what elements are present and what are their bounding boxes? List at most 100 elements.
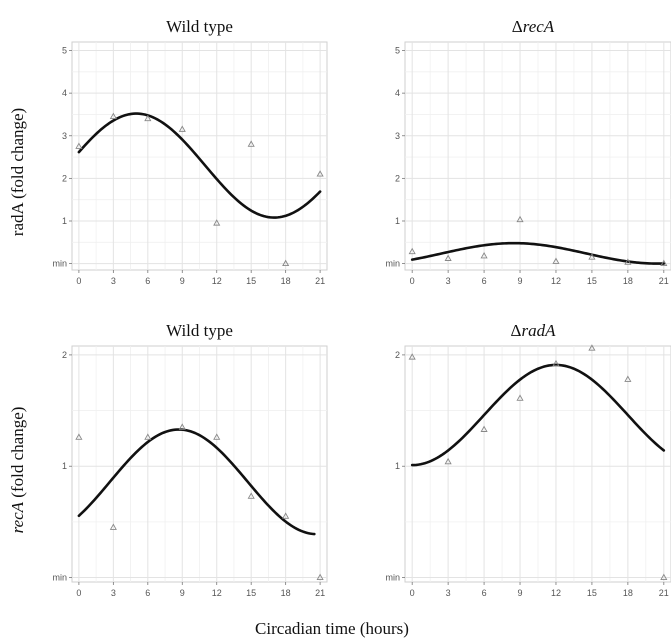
x-tick-label: 6 bbox=[145, 276, 150, 286]
y-tick-label: 2 bbox=[395, 173, 400, 183]
x-tick-label: 9 bbox=[518, 588, 523, 598]
x-axis-title: Circadian time (hours) bbox=[255, 619, 409, 638]
minor-gridlines bbox=[405, 346, 671, 582]
data-point bbox=[444, 254, 452, 261]
data-point bbox=[282, 259, 290, 267]
y-tick-label: 1 bbox=[395, 216, 400, 226]
y-tick-label: 5 bbox=[62, 46, 67, 56]
data-point bbox=[408, 247, 416, 255]
y-tick-label: 1 bbox=[62, 461, 67, 471]
data-point bbox=[588, 253, 596, 260]
x-tick-label: 3 bbox=[111, 588, 116, 598]
y-tick-label: 2 bbox=[62, 173, 67, 183]
data-point bbox=[109, 112, 117, 120]
panel-title: ΔradA bbox=[511, 321, 557, 340]
x-tick-label: 12 bbox=[212, 588, 222, 598]
gridlines bbox=[72, 42, 327, 270]
y-tick-label: min bbox=[52, 573, 67, 583]
x-tick-label: 21 bbox=[659, 588, 669, 598]
panel-title-delta: Δ bbox=[512, 17, 523, 36]
fitted-curve bbox=[77, 112, 322, 219]
panel-title-gene: recA bbox=[523, 17, 555, 36]
y-tick-label: 4 bbox=[62, 88, 67, 98]
y-tick-label: 2 bbox=[395, 350, 400, 360]
data-point bbox=[213, 433, 221, 440]
x-tick-label: 21 bbox=[315, 588, 325, 598]
y-tick-label: 3 bbox=[62, 131, 67, 141]
x-tick-label: 6 bbox=[482, 588, 487, 598]
y-tick-label: 1 bbox=[62, 216, 67, 226]
panel-title: Wild type bbox=[166, 17, 233, 36]
data-point bbox=[75, 142, 83, 149]
y-tick-label: 2 bbox=[62, 350, 67, 360]
x-tick-label: 0 bbox=[76, 588, 81, 598]
data-point bbox=[516, 215, 524, 223]
x-tick-label: 15 bbox=[246, 276, 256, 286]
x-tick-label: 9 bbox=[180, 588, 185, 598]
y-tick-label: min bbox=[385, 573, 400, 583]
minor-gridlines bbox=[405, 42, 671, 270]
data-point bbox=[660, 259, 668, 267]
x-tick-label: 0 bbox=[410, 588, 415, 598]
x-tick-label: 18 bbox=[281, 276, 291, 286]
y-tick-label: 4 bbox=[395, 88, 400, 98]
panel-title: ΔrecA bbox=[512, 17, 555, 36]
x-tick-label: 0 bbox=[76, 276, 81, 286]
y-tick-label: min bbox=[385, 259, 400, 269]
y-tick-label: min bbox=[52, 259, 67, 269]
data-point bbox=[552, 257, 560, 264]
row2-y-axis-title-unit: (fold change) bbox=[8, 407, 27, 502]
data-point bbox=[408, 353, 416, 360]
data-point bbox=[109, 523, 117, 530]
x-tick-label: 6 bbox=[145, 588, 150, 598]
data-point bbox=[480, 252, 488, 259]
row1-y-axis-title: radA (fold change) bbox=[8, 108, 27, 236]
x-tick-label: 18 bbox=[623, 276, 633, 286]
x-tick-label: 3 bbox=[111, 276, 116, 286]
panel-title-gene: radA bbox=[521, 321, 556, 340]
x-tick-label: 6 bbox=[482, 276, 487, 286]
data-point bbox=[624, 375, 632, 382]
y-tick-label: 1 bbox=[395, 461, 400, 471]
x-tick-label: 15 bbox=[246, 588, 256, 598]
data-point bbox=[247, 492, 255, 499]
x-tick-label: 3 bbox=[446, 588, 451, 598]
x-tick-label: 18 bbox=[623, 588, 633, 598]
data-point bbox=[660, 573, 668, 580]
fitted-curve bbox=[410, 363, 666, 467]
y-tick-label: 5 bbox=[395, 46, 400, 56]
data-point bbox=[316, 573, 324, 580]
fitted-curve bbox=[77, 428, 316, 536]
data-point bbox=[144, 114, 152, 122]
x-tick-label: 15 bbox=[587, 588, 597, 598]
panel-title-delta: Δ bbox=[511, 321, 522, 340]
data-point bbox=[588, 344, 596, 351]
x-tick-label: 12 bbox=[551, 588, 561, 598]
x-tick-label: 3 bbox=[446, 276, 451, 286]
data-point bbox=[75, 433, 83, 440]
gridlines bbox=[72, 346, 327, 582]
data-point bbox=[144, 433, 152, 440]
x-tick-label: 12 bbox=[212, 276, 222, 286]
data-point bbox=[247, 140, 255, 147]
data-point bbox=[316, 170, 324, 177]
data-point bbox=[178, 125, 186, 132]
x-tick-label: 9 bbox=[518, 276, 523, 286]
x-tick-label: 0 bbox=[410, 276, 415, 286]
data-point bbox=[552, 359, 560, 367]
fitted-curve bbox=[410, 241, 666, 265]
x-tick-label: 9 bbox=[180, 276, 185, 286]
data-point bbox=[178, 423, 186, 430]
data-point bbox=[624, 258, 632, 265]
data-point bbox=[444, 457, 452, 465]
data-point bbox=[480, 425, 488, 432]
panel-title: Wild type bbox=[166, 321, 233, 340]
x-tick-label: 21 bbox=[659, 276, 669, 286]
data-point bbox=[282, 512, 290, 519]
